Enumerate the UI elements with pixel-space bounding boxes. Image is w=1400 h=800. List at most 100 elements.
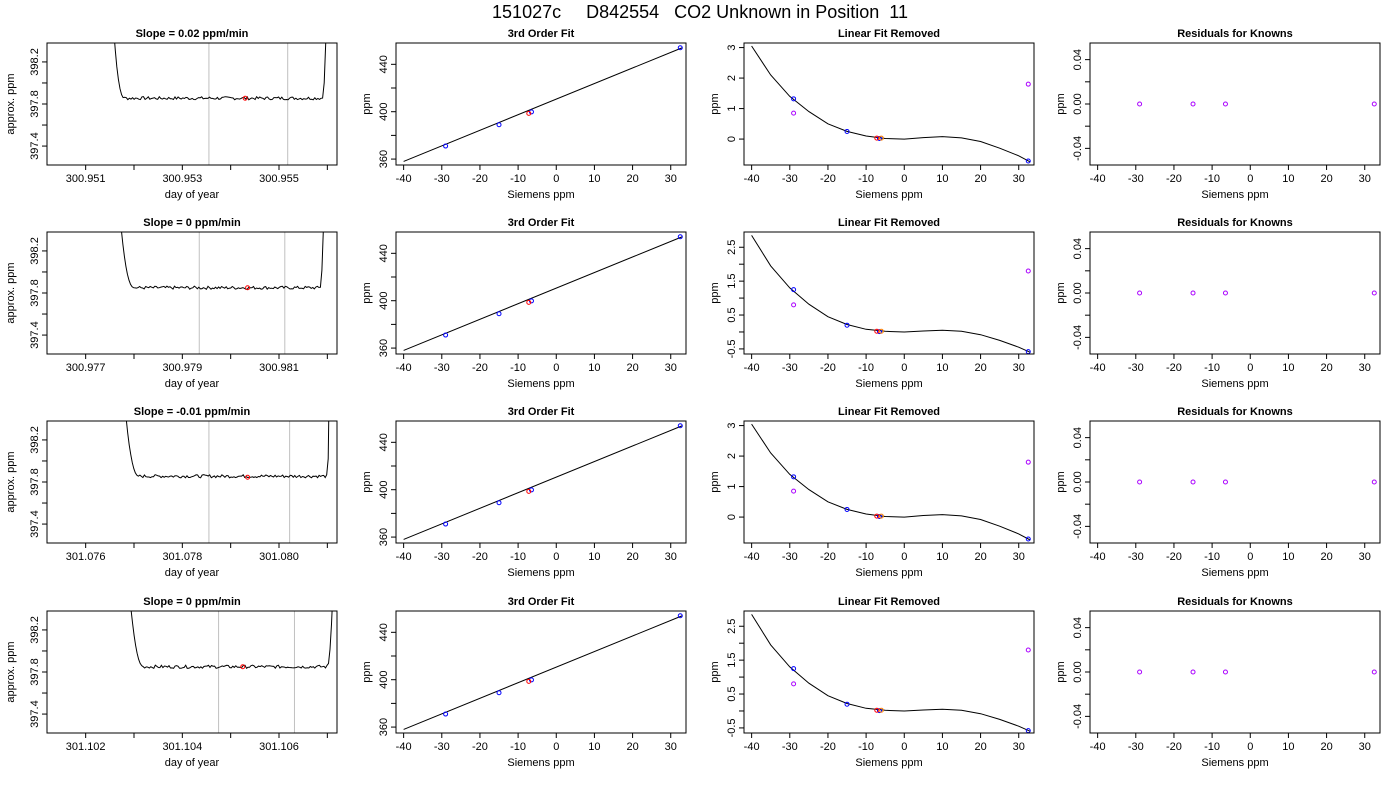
- panel-5: Slope = 0 ppm/min 300.977 300.979 300.981 39…: [5, 217, 338, 390]
- unknown-marker: [242, 95, 248, 101]
- x-axis-label: Siemens ppm: [507, 189, 574, 201]
- plot-area: [751, 45, 1031, 164]
- residual-point: [1371, 479, 1377, 485]
- plot-frame: [395, 231, 687, 355]
- x-tick-label: 0: [1247, 741, 1253, 753]
- fit-curve: [751, 423, 1031, 541]
- plot-area: [751, 614, 1031, 733]
- residual-point: [1190, 101, 1196, 107]
- unknown-point: [526, 110, 532, 116]
- y-axis-label: ppm: [1055, 661, 1067, 682]
- x-axis-label: day of year: [165, 757, 220, 769]
- plot-area: [125, 421, 330, 543]
- x-tick-label: -40: [1090, 173, 1106, 185]
- y-tick-label: 440: [378, 244, 390, 262]
- x-tick-label: 30: [1013, 741, 1025, 753]
- x-tick-label: 30: [665, 362, 677, 374]
- y-tick-label: 0: [726, 136, 738, 142]
- raw-point: [791, 681, 797, 687]
- y-tick-label: 0.04: [1072, 427, 1084, 448]
- x-tick-label: 300.955: [259, 173, 299, 185]
- known-point: [677, 423, 683, 429]
- known-point: [1025, 158, 1031, 164]
- plot-frame: [1089, 231, 1381, 355]
- x-tick-label: 0: [553, 362, 559, 374]
- x-axis-label: Siemens ppm: [1201, 757, 1268, 769]
- y-tick-label: 0.00: [1072, 471, 1084, 492]
- plot-frame: [1089, 610, 1381, 734]
- x-tick-label: 300.979: [162, 362, 202, 374]
- known-point: [876, 708, 882, 714]
- x-axis-label: Siemens ppm: [855, 567, 922, 579]
- x-tick-label: -10: [858, 741, 874, 753]
- x-tick-label: -20: [1166, 173, 1182, 185]
- x-axis-label: Siemens ppm: [855, 378, 922, 390]
- known-point: [496, 500, 502, 506]
- plot-area: [403, 423, 683, 540]
- x-tick-label: 0: [901, 741, 907, 753]
- known-point: [844, 322, 850, 328]
- x-tick-label: 10: [1282, 173, 1294, 185]
- y-tick-label: 2.5: [726, 619, 738, 634]
- x-tick-label: 30: [1013, 551, 1025, 563]
- y-tick-label: 398.2: [29, 237, 41, 265]
- fit-line: [403, 47, 683, 162]
- y-tick-label: 400: [378, 671, 390, 689]
- y-tick-label: 0.00: [1072, 282, 1084, 303]
- residual-point: [1222, 669, 1228, 675]
- x-tick-label: -20: [472, 551, 488, 563]
- x-tick-label: 20: [626, 741, 638, 753]
- data-trace: [125, 421, 330, 479]
- x-tick-label: -40: [1090, 741, 1106, 753]
- fit-curve: [751, 45, 1031, 163]
- x-tick-label: -20: [1166, 551, 1182, 563]
- residual-point: [1222, 101, 1228, 107]
- plot-area: [403, 45, 683, 162]
- x-tick-label: 20: [974, 741, 986, 753]
- x-tick-label: 30: [1013, 173, 1025, 185]
- x-tick-label: 0: [901, 173, 907, 185]
- y-axis-label: ppm: [1055, 471, 1067, 492]
- plot-area: [114, 43, 327, 165]
- x-tick-label: 30: [1359, 551, 1371, 563]
- x-tick-label: 10: [1282, 551, 1294, 563]
- raw-point: [791, 488, 797, 494]
- unknown-point: [874, 328, 880, 334]
- x-tick-label: -10: [1204, 741, 1220, 753]
- y-tick-label: 0.04: [1072, 617, 1084, 638]
- x-tick-label: -40: [396, 741, 412, 753]
- x-tick-label: -40: [1090, 551, 1106, 563]
- unknown-point-alt: [878, 707, 884, 713]
- x-tick-label: 0: [553, 551, 559, 563]
- y-tick-label: 397.8: [29, 279, 41, 307]
- x-tick-label: 20: [1320, 551, 1332, 563]
- panel-title: Slope = -0.01 ppm/min: [134, 406, 251, 418]
- x-tick-label: -10: [858, 362, 874, 374]
- y-axis-label: ppm: [361, 661, 373, 682]
- x-tick-label: 20: [1320, 362, 1332, 374]
- residual-point: [1137, 101, 1143, 107]
- raw-point: [1025, 459, 1031, 465]
- panel-title: 3rd Order Fit: [508, 217, 575, 229]
- residual-point: [1190, 479, 1196, 485]
- known-point: [496, 690, 502, 696]
- fit-line: [403, 236, 683, 351]
- panel-14: 3rd Order Fit -40 -30 -20 -10 0 10 20 30 360 400 44…: [361, 596, 687, 769]
- x-tick-label: -30: [1128, 362, 1144, 374]
- known-point: [876, 513, 882, 519]
- panel-13: Slope = 0 ppm/min 301.102 301.104 301.106 39…: [5, 596, 338, 769]
- y-axis-label: ppm: [709, 471, 721, 492]
- x-tick-label: 301.076: [66, 551, 106, 563]
- y-tick-label: 0.00: [1072, 661, 1084, 682]
- plot-frame: [743, 610, 1035, 734]
- panel-12: Residuals for Knowns -40 -30 -20 -10 0 10 20 30 -…: [1055, 406, 1381, 579]
- panel-16: Residuals for Knowns -40 -30 -20 -10 0 10 20 30 -…: [1055, 596, 1381, 769]
- x-tick-label: 30: [665, 551, 677, 563]
- x-tick-label: 30: [1013, 362, 1025, 374]
- x-tick-label: -30: [782, 173, 798, 185]
- x-tick-label: 10: [936, 362, 948, 374]
- y-axis-label: approx. ppm: [5, 73, 17, 134]
- panel-9: Slope = -0.01 ppm/min 301.076 301.078 301.0…: [5, 406, 338, 579]
- plot-area: [1137, 479, 1377, 485]
